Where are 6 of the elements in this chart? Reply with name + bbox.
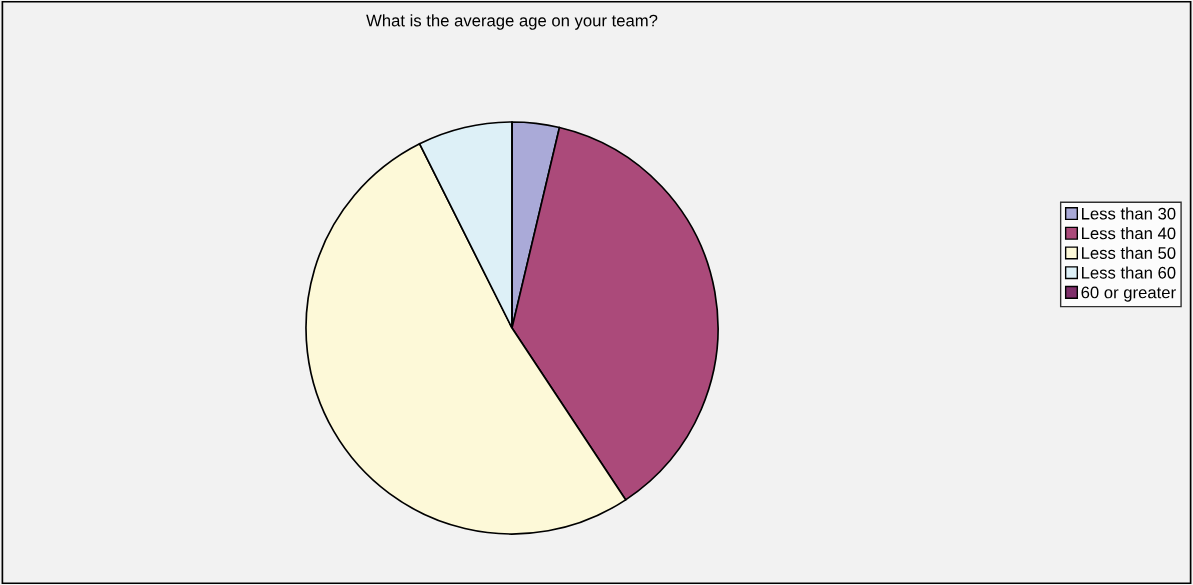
chart-title: What is the average age on your team? [366,14,658,30]
legend-label: Less than 50 [1082,246,1176,259]
legend-label: Less than 30 [1082,207,1176,220]
legend-label: 60 or greater [1081,286,1176,302]
legend-label: Less than 60 [1082,266,1176,279]
legend-label: Less than 40 [1082,227,1176,240]
